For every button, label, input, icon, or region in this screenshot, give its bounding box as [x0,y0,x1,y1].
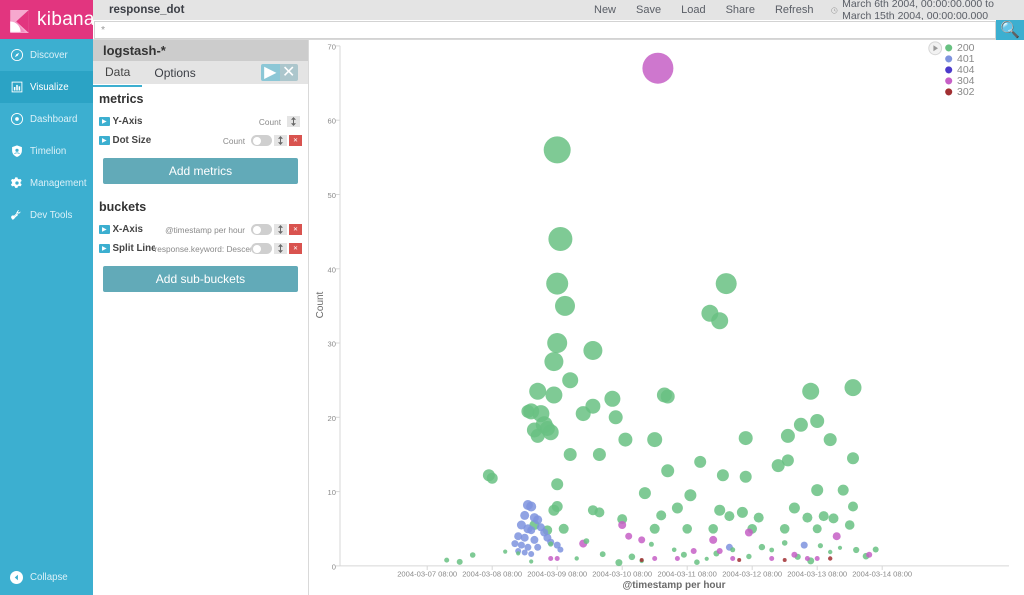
svg-text:10: 10 [328,488,336,497]
svg-text:@timestamp per hour: @timestamp per hour [622,580,725,591]
svg-text:70: 70 [328,42,336,51]
svg-text:2004-03-10 08:00: 2004-03-10 08:00 [592,570,652,579]
svg-text:302: 302 [957,86,975,98]
svg-text:30: 30 [328,340,336,349]
svg-text:2004-03-12 08:00: 2004-03-12 08:00 [722,570,782,579]
svg-text:40: 40 [328,265,336,274]
svg-text:60: 60 [328,117,336,126]
svg-text:2004-03-11 08:00: 2004-03-11 08:00 [657,570,716,579]
svg-text:Count: Count [315,291,326,318]
svg-text:2004-03-14 08:00: 2004-03-14 08:00 [852,570,912,579]
svg-text:2004-03-07 08:00: 2004-03-07 08:00 [397,570,457,579]
svg-text:20: 20 [328,414,336,423]
svg-text:50: 50 [328,191,336,200]
svg-text:2004-03-09 08:00: 2004-03-09 08:00 [527,570,587,579]
svg-text:0: 0 [332,562,336,571]
svg-text:2004-03-13 08:00: 2004-03-13 08:00 [787,570,847,579]
svg-text:2004-03-08 08:00: 2004-03-08 08:00 [462,570,522,579]
